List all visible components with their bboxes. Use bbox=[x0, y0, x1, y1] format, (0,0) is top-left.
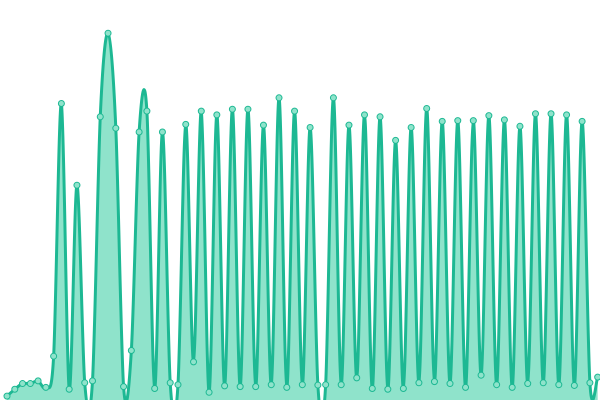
data-point-36 bbox=[283, 383, 291, 391]
data-point-71 bbox=[555, 381, 563, 389]
data-point-16 bbox=[127, 347, 135, 354]
data-point-10 bbox=[81, 379, 89, 387]
data-point-12 bbox=[96, 113, 104, 121]
data-point-60 bbox=[469, 117, 477, 125]
data-point-13 bbox=[104, 29, 112, 37]
data-point-62 bbox=[485, 112, 493, 120]
data-point-43 bbox=[337, 381, 345, 389]
data-point-20 bbox=[158, 128, 166, 136]
data-point-7 bbox=[57, 100, 65, 107]
data-point-53 bbox=[415, 379, 423, 387]
data-point-30 bbox=[236, 383, 244, 391]
data-point-69 bbox=[539, 379, 547, 387]
data-point-5 bbox=[42, 383, 50, 391]
data-point-63 bbox=[493, 381, 501, 389]
data-point-35 bbox=[275, 94, 283, 102]
data-point-26 bbox=[205, 388, 213, 396]
data-point-9 bbox=[73, 181, 81, 189]
data-point-72 bbox=[563, 111, 571, 119]
data-point-1 bbox=[11, 385, 19, 393]
data-point-28 bbox=[221, 382, 229, 390]
data-point-41 bbox=[322, 381, 330, 389]
data-point-37 bbox=[291, 107, 299, 115]
data-point-31 bbox=[244, 105, 252, 113]
data-point-39 bbox=[306, 123, 314, 131]
data-point-40 bbox=[314, 381, 322, 389]
data-point-24 bbox=[190, 358, 198, 366]
data-point-61 bbox=[477, 371, 485, 379]
data-point-46 bbox=[361, 111, 369, 119]
data-point-11 bbox=[88, 377, 96, 385]
data-point-2 bbox=[19, 380, 27, 388]
data-point-51 bbox=[399, 385, 407, 392]
data-point-32 bbox=[252, 383, 260, 391]
data-point-8 bbox=[65, 385, 73, 393]
data-point-14 bbox=[112, 124, 120, 132]
data-point-52 bbox=[407, 123, 415, 131]
data-point-56 bbox=[438, 117, 446, 125]
data-point-47 bbox=[368, 385, 376, 392]
data-point-44 bbox=[345, 121, 353, 129]
data-point-21 bbox=[166, 379, 174, 387]
data-point-4 bbox=[34, 377, 42, 385]
data-point-59 bbox=[462, 383, 470, 391]
data-point-0 bbox=[3, 392, 11, 400]
data-point-68 bbox=[531, 110, 539, 118]
data-point-64 bbox=[500, 116, 508, 124]
data-point-75 bbox=[586, 379, 594, 387]
data-point-57 bbox=[446, 380, 454, 388]
data-point-67 bbox=[524, 380, 532, 388]
data-point-55 bbox=[430, 378, 438, 386]
data-points bbox=[3, 29, 600, 400]
data-point-76 bbox=[594, 373, 600, 381]
data-point-3 bbox=[26, 380, 34, 388]
data-point-65 bbox=[508, 383, 516, 391]
area-fill bbox=[7, 33, 598, 400]
data-point-17 bbox=[135, 128, 143, 136]
data-point-73 bbox=[570, 381, 578, 389]
data-point-58 bbox=[454, 117, 462, 125]
data-point-49 bbox=[384, 385, 392, 393]
data-point-70 bbox=[547, 110, 555, 118]
data-point-19 bbox=[151, 385, 159, 392]
data-point-27 bbox=[213, 111, 221, 119]
data-point-48 bbox=[376, 113, 384, 121]
data-point-42 bbox=[329, 94, 337, 102]
data-point-34 bbox=[267, 381, 275, 389]
data-point-22 bbox=[174, 381, 182, 389]
data-point-25 bbox=[197, 107, 205, 115]
data-point-15 bbox=[120, 383, 128, 391]
data-point-45 bbox=[353, 374, 361, 382]
data-point-38 bbox=[298, 381, 306, 389]
data-point-23 bbox=[182, 120, 190, 128]
data-point-50 bbox=[392, 136, 400, 144]
data-point-6 bbox=[50, 352, 58, 360]
data-point-33 bbox=[259, 121, 267, 129]
data-point-54 bbox=[423, 104, 431, 112]
data-point-74 bbox=[578, 117, 586, 125]
data-point-29 bbox=[228, 105, 236, 113]
data-point-66 bbox=[516, 122, 524, 130]
data-point-18 bbox=[143, 107, 151, 115]
